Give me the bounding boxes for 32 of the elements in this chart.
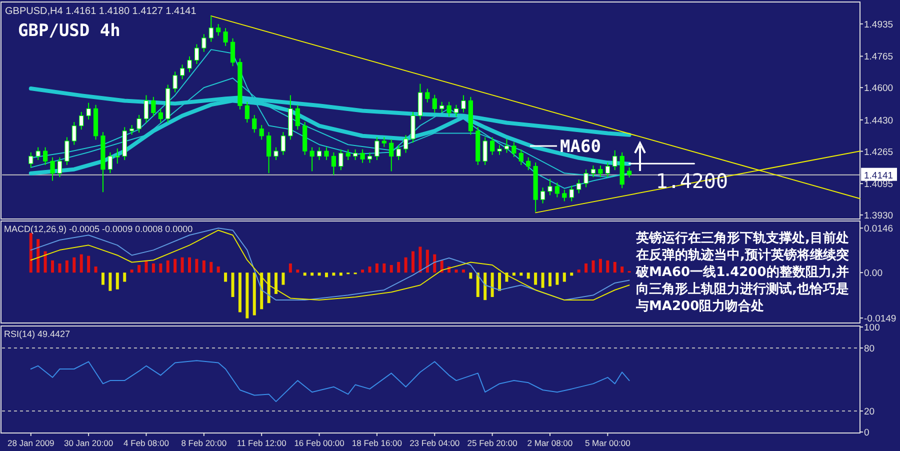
y-tick-label: 20 (864, 406, 875, 418)
x-tick-label: 25 Feb 20:00 (467, 438, 518, 448)
annotation: MA60 (560, 137, 601, 157)
x-tick-label: 11 Feb 12:00 (236, 438, 287, 448)
y-tick-label: 1.3930 (864, 210, 894, 222)
chart-subtitle: GBPUSD,H4 1.4161 1.4180 1.4127 1.4141 (5, 6, 197, 17)
y-tick-label: 0.00 (864, 268, 882, 280)
x-tick-label: 8 Feb 20:00 (181, 438, 227, 448)
x-tick-label: 23 Feb 04:00 (410, 438, 460, 448)
y-tick-label: 1.4095 (864, 179, 894, 190)
y-tick-label: 0.0146 (864, 224, 894, 235)
x-tick-label: 28 Jan 2009 (7, 438, 55, 448)
y-tick-label: 80 (864, 344, 875, 354)
annotation: 英镑运行在三角形下轨支撑处,目前处在反弹的轨迹当中,预计英镑将继续突破MA60一线1.4200的整数阻力,并向三角形上轨阻力进行测试,也恰巧是与MA200阻力吻合处 (636, 230, 850, 315)
text: GBP/USD 4h (18, 21, 120, 41)
y-tick-label: 1.4935 (864, 19, 894, 30)
x-tick-label: 4 Feb 08:00 (124, 438, 170, 448)
y-tick-label: 1.4430 (864, 115, 894, 126)
chart-title: RSI(14) 49.4427 (4, 329, 70, 339)
y-tick-label: 0 (864, 428, 870, 438)
chart-title: MACD(12,26,9) -0.0005 -0.0009 0.0008 0.0000 (4, 224, 193, 234)
x-tick-label: 16 Feb 00:00 (294, 438, 345, 448)
y-tick-label: 1.4600 (864, 83, 894, 94)
y-tick-label: -0.0149 (864, 314, 896, 325)
ref-line-label: 1.4141 (864, 170, 894, 182)
x-tick-label: 5 Mar 00:00 (584, 438, 631, 448)
y-tick-label: 1.4765 (864, 52, 894, 63)
y-tick-label: 100 (864, 322, 880, 334)
x-tick-label: 30 Jan 20:00 (64, 438, 114, 448)
x-tick-label: 2 Mar 08:00 (527, 438, 573, 448)
x-tick-label: 18 Feb 16:00 (352, 438, 402, 448)
y-tick-label: 1.4265 (864, 146, 894, 158)
